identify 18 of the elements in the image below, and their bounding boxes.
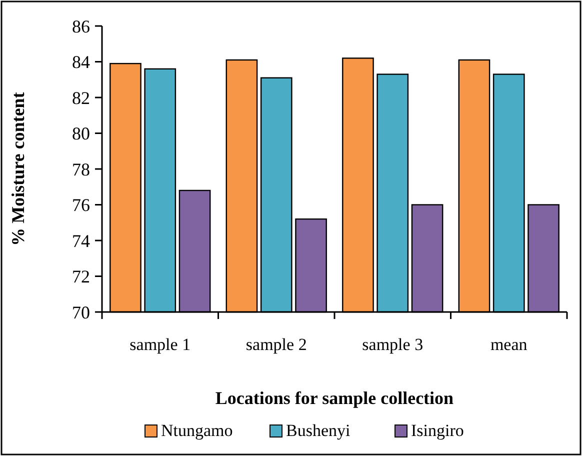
legend-label: Isingiro — [411, 421, 464, 440]
y-tick-label: 84 — [72, 52, 90, 72]
y-tick-label: 70 — [72, 302, 90, 322]
x-axis-title: Locations for sample collection — [215, 388, 454, 408]
y-axis-title: % Moisture content — [8, 92, 28, 246]
y-tick-label: 82 — [72, 88, 90, 108]
y-tick-label: 76 — [72, 195, 90, 216]
x-tick-label: mean — [490, 335, 528, 354]
y-tick-label: 80 — [72, 124, 90, 144]
y-tick-label: 72 — [72, 266, 90, 287]
y-tick-label: 86 — [72, 16, 90, 36]
x-tick-label: sample 2 — [246, 335, 307, 354]
legend-label: Ntungamo — [161, 421, 233, 440]
y-tick-label: 78 — [72, 159, 90, 180]
y-tick-label: 74 — [72, 230, 90, 251]
x-tick-label: sample 3 — [362, 335, 424, 354]
x-tick-label: sample 1 — [130, 335, 191, 354]
legend-label: Bushenyi — [286, 421, 350, 440]
